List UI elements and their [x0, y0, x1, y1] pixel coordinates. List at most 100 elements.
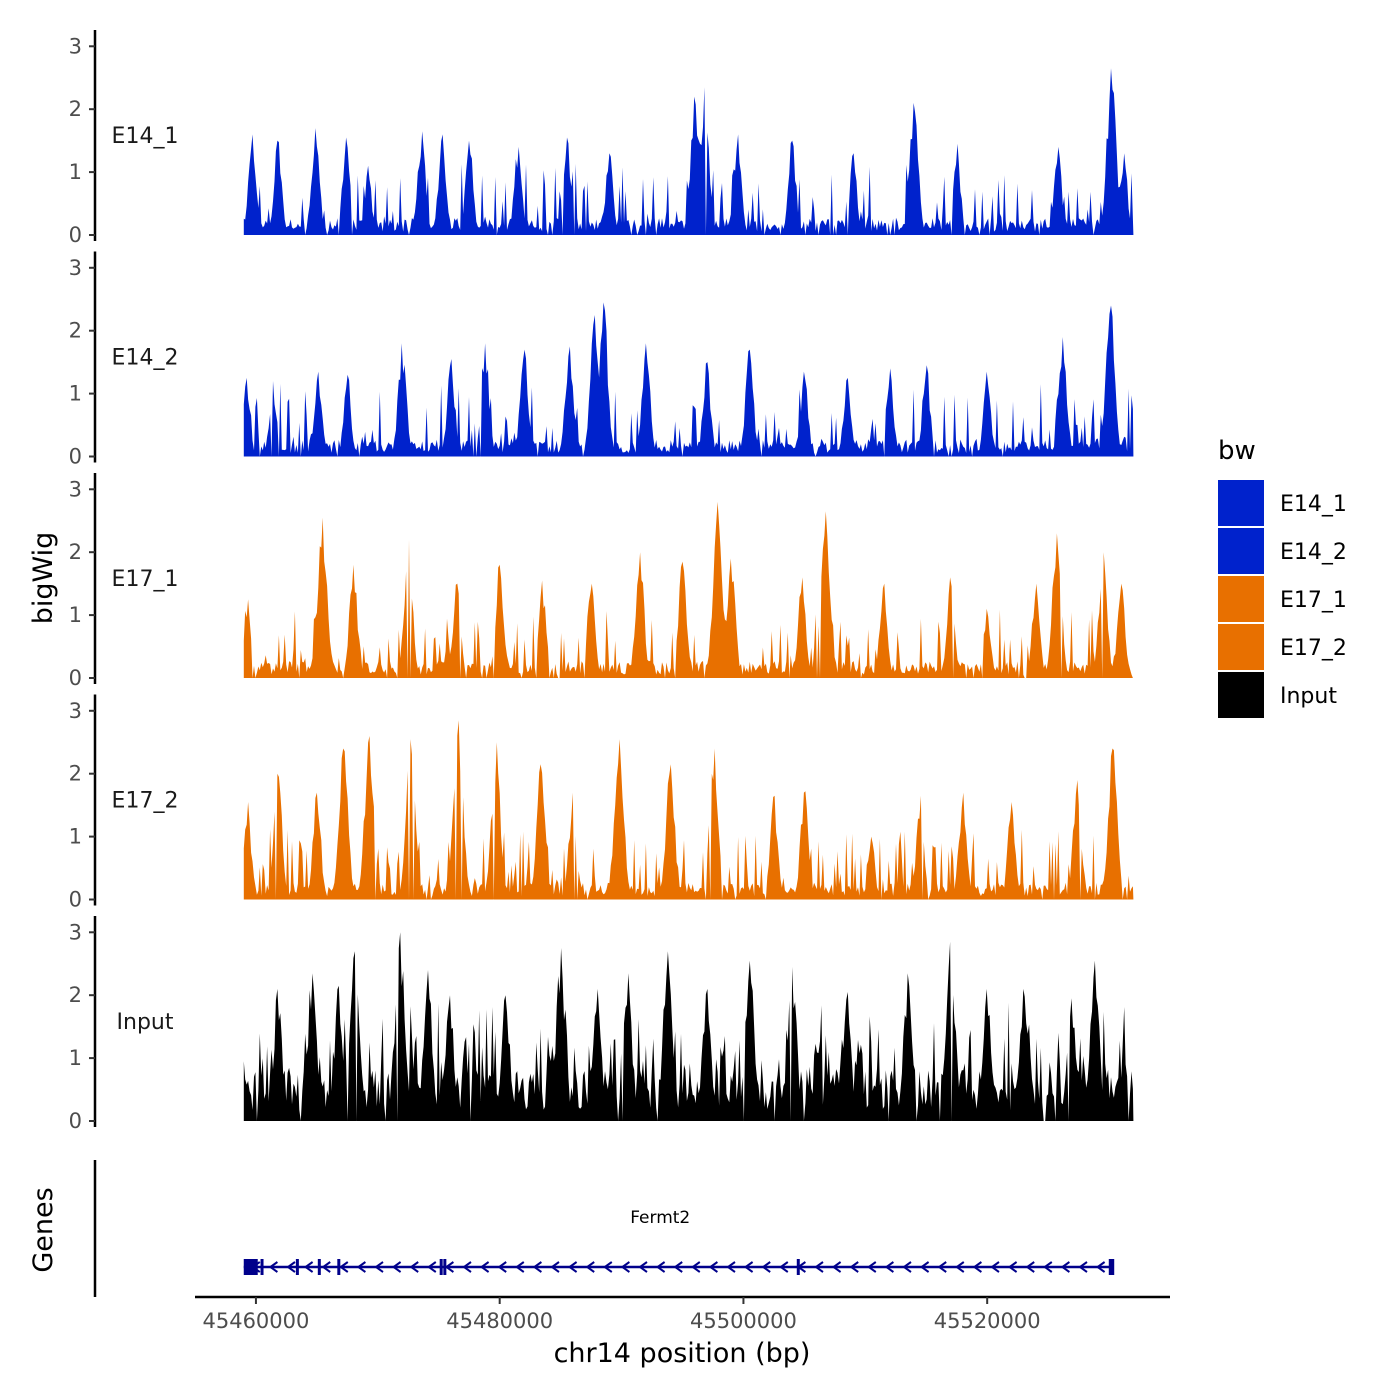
track-label: E14_2 [112, 346, 179, 371]
y-tick-label: 2 [69, 540, 82, 564]
x-tick-label: 45460000 [202, 1309, 309, 1333]
track-input: 0 1 2 3 Input [69, 916, 1134, 1133]
exon [1108, 1259, 1112, 1275]
signal-area-input [243, 932, 1134, 1121]
y-tick-label: 0 [69, 666, 82, 690]
legend-label: Input [1280, 684, 1337, 709]
strand-arrow [708, 1261, 718, 1273]
y-tick-label: 2 [69, 983, 82, 1007]
strand-arrow [743, 1261, 754, 1273]
strand-arrow [321, 1261, 331, 1273]
legend-item: Input [1218, 672, 1337, 718]
strand-arrow [515, 1261, 525, 1273]
y-tick-label: 1 [69, 603, 82, 627]
y-tick-label: 1 [69, 825, 82, 849]
legend-item: E17_2 [1218, 624, 1347, 670]
exon [295, 1259, 299, 1275]
strand-arrow [1025, 1261, 1035, 1273]
x-tick-label: 45520000 [934, 1309, 1041, 1333]
track-e14-2: 0 1 2 3 E14_2 [69, 251, 1134, 469]
strand-arrow [1078, 1261, 1088, 1273]
y-tick-label: 2 [69, 319, 82, 343]
strand-arrow [427, 1261, 437, 1273]
strand-arrow [937, 1261, 947, 1273]
legend-item: E14_1 [1218, 480, 1347, 526]
legend-swatch [1218, 480, 1264, 526]
gene-model: Fermt2 [243, 1208, 1115, 1275]
y-tick-label: 1 [69, 1046, 82, 1070]
legend-swatch [1218, 624, 1264, 670]
exon [337, 1259, 341, 1275]
y-tick-label: 3 [69, 477, 82, 501]
track-label: E17_2 [112, 789, 179, 814]
strand-arrow [339, 1261, 349, 1273]
strand-arrow [409, 1261, 419, 1273]
signal-tracks: 0 1 2 3 E14_1 0 1 2 3 E14_2 0 1 2 3 E17_1 0 1 2 3 E17_2 0 1 2 3… [69, 30, 1134, 1133]
exon [317, 1259, 321, 1275]
strand-arrow [867, 1261, 877, 1273]
strand-arrow [268, 1261, 278, 1273]
strand-arrow [532, 1261, 542, 1273]
strand-arrow [691, 1261, 701, 1273]
y-tick-label: 2 [69, 97, 82, 121]
legend: bw E14_1 E14_2 E17_1 E17_2 Input [1218, 436, 1347, 718]
exon [443, 1259, 447, 1275]
legend-swatch [1218, 576, 1264, 622]
strand-arrow [497, 1261, 507, 1273]
y-tick-label: 0 [69, 888, 82, 912]
strand-arrow [814, 1261, 824, 1273]
genes-axis-title: Genes [28, 1187, 59, 1272]
strand-arrow [919, 1261, 930, 1273]
y-tick-label: 3 [69, 920, 82, 944]
strand-arrow [479, 1261, 490, 1273]
x-axis: 45460000 45480000 45500000 45520000 [195, 1295, 1170, 1333]
strand-arrow [620, 1261, 630, 1273]
strand-arrow [955, 1261, 965, 1273]
y-tick-label: 3 [69, 34, 82, 58]
strand-arrow [462, 1261, 472, 1273]
legend-swatch [1218, 528, 1264, 574]
strand-arrow [726, 1261, 736, 1273]
track-e17-1: 0 1 2 3 E17_1 [69, 473, 1134, 690]
strand-arrow [990, 1261, 1000, 1273]
legend-swatch [1218, 672, 1264, 718]
strand-arrow [444, 1261, 454, 1273]
strand-arrow [902, 1261, 912, 1273]
strand-arrow [1043, 1261, 1053, 1273]
signal-area-e14-1 [243, 68, 1134, 235]
strand-arrow [779, 1261, 789, 1273]
legend-label: E14_2 [1280, 540, 1347, 565]
strand-arrow [638, 1261, 648, 1273]
exon [796, 1259, 800, 1275]
strand-arrow [550, 1261, 560, 1273]
strand-arrow [374, 1261, 384, 1273]
track-e14-1: 0 1 2 3 E14_1 [69, 30, 1134, 247]
y-tick-label: 1 [69, 382, 82, 406]
track-e17-2: 0 1 2 3 E17_2 [69, 694, 1134, 912]
exon [439, 1259, 443, 1275]
exon [1111, 1259, 1115, 1275]
legend-title: bw [1218, 436, 1256, 466]
strand-arrow [972, 1261, 982, 1273]
legend-item: E17_1 [1218, 576, 1347, 622]
strand-arrow [884, 1261, 894, 1273]
strand-arrow [603, 1261, 613, 1273]
strand-arrow [849, 1261, 859, 1273]
strand-arrow [1007, 1261, 1018, 1273]
strand-arrow [655, 1261, 666, 1273]
strand-arrow [391, 1261, 402, 1273]
x-axis-title: chr14 position (bp) [554, 1338, 811, 1369]
gene-label: Fermt2 [630, 1208, 690, 1228]
legend-label: E14_1 [1280, 492, 1347, 517]
strand-arrow [761, 1261, 771, 1273]
track-label: E14_1 [112, 124, 179, 149]
legend-label: E17_2 [1280, 636, 1347, 661]
y-axis-title: bigWig [28, 532, 59, 625]
y-tick-label: 0 [69, 445, 82, 469]
x-tick-label: 45480000 [446, 1309, 553, 1333]
y-tick-label: 3 [69, 699, 82, 723]
y-tick-label: 0 [69, 1109, 82, 1133]
strand-arrow [831, 1261, 842, 1273]
x-tick-label: 45500000 [690, 1309, 797, 1333]
